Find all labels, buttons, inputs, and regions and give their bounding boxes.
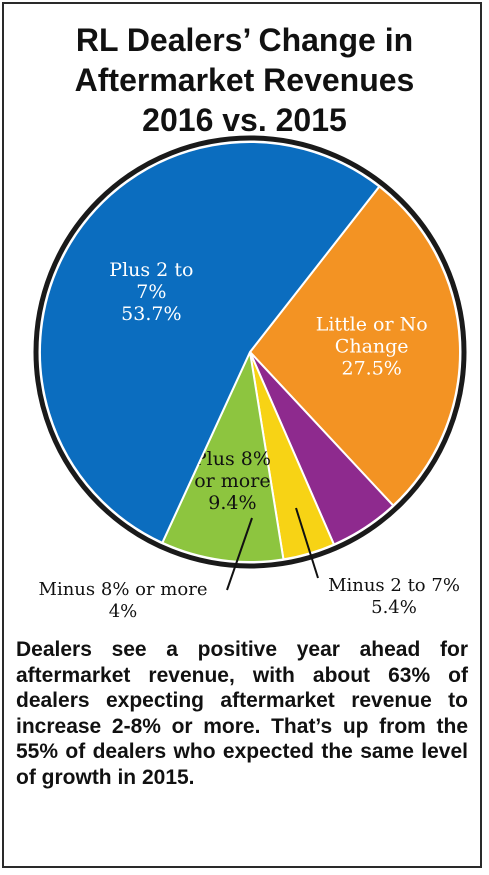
pie-slice-plus-2-to-7 <box>38 141 381 545</box>
label-minus-8-pct: 4% <box>108 601 138 622</box>
label-minus-2-to-7-name: Minus 2 to 7% <box>328 575 460 596</box>
pie-slice-plus-8-or-more <box>160 348 285 563</box>
slice-label-plus-8-or-more: Plus 8% or more 9.4% <box>194 448 271 514</box>
label-minus-2-to-7-pct: 5.4% <box>371 597 417 618</box>
caption-text: Dealers see a positive year ahead for af… <box>16 638 468 789</box>
title-line-2: Aftermarket Revenues <box>74 62 415 98</box>
slice-label-little-or-no-change: Little or No Change 27.5% <box>316 314 428 380</box>
pie-border <box>33 135 467 569</box>
label-minus-2-to-7: Minus 2 to 7% 5.4% <box>308 575 480 619</box>
pie-slice-little-or-no-change <box>248 185 461 507</box>
label-minus-8-or-more: Minus 8% or more 4% <box>18 579 228 623</box>
title-line-3: 2016 vs. 2015 <box>142 102 347 138</box>
title-line-1: RL Dealers’ Change in <box>75 22 414 58</box>
label-minus-8-name: Minus 8% or more <box>38 579 208 600</box>
slice-label-plus-2-to-7: Plus 2 to 7% 53.7% <box>109 259 193 325</box>
leader-minus-2-to-7 <box>295 507 319 579</box>
chart-title: RL Dealers’ Change in Aftermarket Revenu… <box>0 20 489 140</box>
leader-minus-8-or-more <box>226 517 253 591</box>
